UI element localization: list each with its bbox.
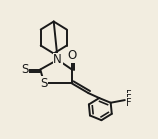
Text: F: F xyxy=(126,98,132,108)
Text: F: F xyxy=(126,90,132,100)
Text: N: N xyxy=(53,53,62,66)
Text: F: F xyxy=(126,94,132,104)
Text: O: O xyxy=(67,49,76,62)
Text: S: S xyxy=(21,63,28,76)
Text: S: S xyxy=(40,77,47,90)
